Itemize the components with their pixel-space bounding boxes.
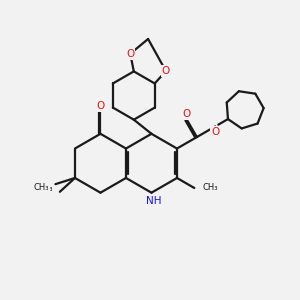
Text: O: O: [126, 49, 134, 59]
Text: CH₃: CH₃: [202, 184, 218, 193]
Text: O: O: [162, 66, 170, 76]
Text: CH₃: CH₃: [33, 183, 49, 192]
Text: O: O: [211, 127, 219, 137]
Text: O: O: [96, 101, 105, 111]
Text: NH: NH: [146, 196, 162, 206]
Text: O: O: [183, 109, 191, 119]
Text: CH₃: CH₃: [38, 184, 53, 194]
